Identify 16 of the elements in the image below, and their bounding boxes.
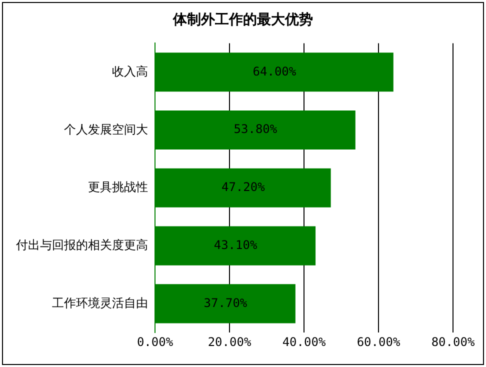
data-label: 37.70%: [204, 296, 248, 310]
data-label: 43.10%: [214, 238, 258, 252]
x-tick-label: 20.00%: [208, 334, 252, 349]
chart-title: 体制外工作的最大优势: [172, 11, 314, 29]
x-tick-label: 0.00%: [136, 334, 174, 349]
y-tick-label: 付出与回报的相关度更高: [15, 238, 148, 252]
x-tick-label: 60.00%: [356, 334, 401, 349]
x-tick-label: 40.00%: [282, 334, 326, 349]
y-tick-label: 更具挑战性: [88, 180, 148, 194]
data-label: 64.00%: [252, 64, 297, 78]
y-tick-label: 工作环境灵活自由: [52, 296, 148, 310]
y-tick-label: 个人发展空间大: [64, 122, 148, 136]
data-label: 47.20%: [221, 180, 266, 194]
y-tick-label: 收入高: [112, 64, 148, 78]
data-label: 53.80%: [234, 122, 278, 136]
x-tick-label: 80.00%: [431, 334, 476, 349]
